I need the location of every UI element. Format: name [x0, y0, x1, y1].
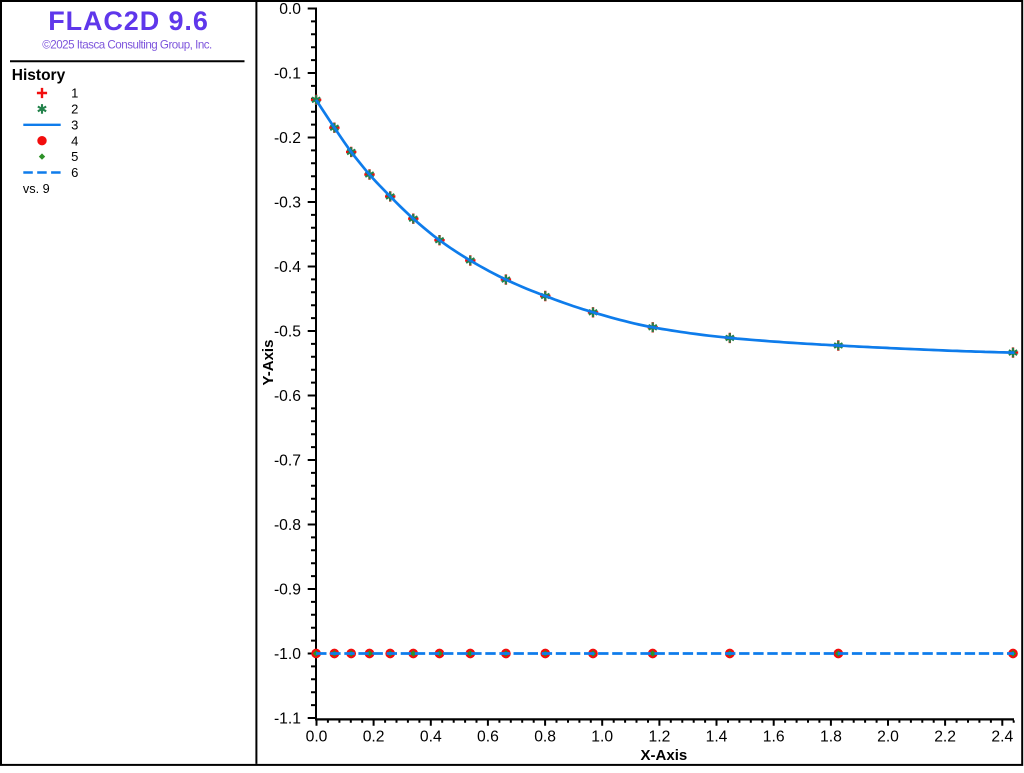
- svg-text:-0.5: -0.5: [274, 324, 301, 341]
- svg-text:©2025 Itasca Consulting Group,: ©2025 Itasca Consulting Group, Inc.: [42, 38, 212, 51]
- svg-text:1.8: 1.8: [820, 729, 842, 746]
- svg-text:5: 5: [71, 149, 78, 164]
- svg-text:-1.1: -1.1: [274, 711, 301, 728]
- svg-text:X-Axis: X-Axis: [641, 747, 688, 764]
- svg-text:1.6: 1.6: [763, 729, 785, 746]
- svg-text:-0.2: -0.2: [274, 130, 301, 147]
- svg-text:0.4: 0.4: [420, 729, 442, 746]
- svg-text:-0.7: -0.7: [274, 453, 301, 470]
- svg-text:1.0: 1.0: [591, 729, 613, 746]
- svg-text:1.4: 1.4: [706, 729, 728, 746]
- svg-text:-1.0: -1.0: [274, 646, 301, 663]
- svg-text:-0.3: -0.3: [274, 195, 301, 212]
- svg-text:-0.4: -0.4: [274, 259, 301, 276]
- svg-text:vs. 9: vs. 9: [23, 182, 50, 196]
- svg-text:FLAC2D 9.6: FLAC2D 9.6: [48, 6, 209, 36]
- svg-text:6: 6: [71, 165, 78, 180]
- svg-text:0.6: 0.6: [477, 729, 499, 746]
- svg-text:-0.9: -0.9: [274, 582, 301, 599]
- svg-text:-0.1: -0.1: [274, 66, 301, 83]
- svg-text:-0.8: -0.8: [274, 517, 301, 534]
- svg-text:2.2: 2.2: [934, 729, 956, 746]
- svg-text:4: 4: [71, 133, 78, 148]
- svg-text:1: 1: [71, 86, 78, 101]
- svg-text:2.4: 2.4: [991, 729, 1013, 746]
- svg-text:-0.6: -0.6: [274, 388, 301, 405]
- svg-text:0.8: 0.8: [534, 729, 556, 746]
- svg-text:3: 3: [71, 117, 78, 132]
- svg-text:0.2: 0.2: [363, 729, 385, 746]
- svg-text:2: 2: [71, 102, 78, 117]
- svg-text:0.0: 0.0: [306, 729, 328, 746]
- svg-text:History: History: [12, 67, 66, 84]
- svg-text:1.2: 1.2: [648, 729, 670, 746]
- svg-text:0.0: 0.0: [279, 1, 301, 18]
- svg-text:Y-Axis: Y-Axis: [260, 340, 277, 386]
- svg-text:2.0: 2.0: [877, 729, 899, 746]
